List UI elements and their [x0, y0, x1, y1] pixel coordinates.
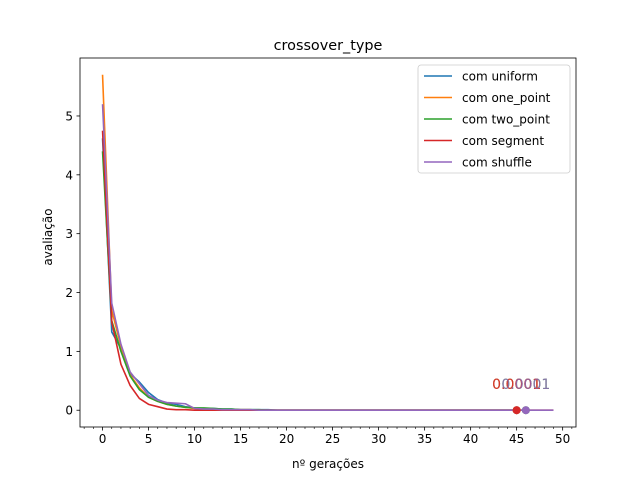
series-line-5	[101, 104, 554, 412]
y-tick-label: 2	[65, 286, 73, 300]
x-tick-label: 45	[509, 432, 524, 446]
y-tick-label: 3	[65, 227, 73, 241]
x-tick-label: 40	[463, 432, 478, 446]
y-tick-label: 5	[65, 109, 73, 123]
end-point-marker-4	[512, 406, 521, 415]
x-tick-label: 15	[233, 432, 248, 446]
legend-label-5: com shuffle	[462, 156, 532, 170]
end-value-label-2: 0.0001	[492, 377, 541, 393]
x-axis-label: nº gerações	[292, 457, 364, 471]
legend-label-2: com one_point	[462, 91, 551, 105]
legend-label-1: com uniform	[462, 70, 538, 84]
legend-box	[417, 64, 571, 174]
x-tick-label: 10	[187, 432, 202, 446]
x-tick-label: 30	[371, 432, 386, 446]
legend-label-3: com two_point	[462, 113, 550, 127]
end-value-label-1: 0.0001	[492, 377, 541, 393]
x-tick-label: 20	[279, 432, 294, 446]
x-tick-label: 0	[99, 432, 107, 446]
y-tick-label: 1	[65, 345, 73, 359]
end-value-label-3: 0.0001	[501, 377, 550, 393]
end-point-marker-5	[521, 406, 530, 415]
x-tick-label: 25	[325, 432, 340, 446]
legend-label-4: com segment	[462, 134, 544, 148]
x-tick-label: 5	[145, 432, 153, 446]
y-axis-label: avaliação	[41, 208, 55, 265]
end-value-label-5: 0.0001	[501, 377, 550, 393]
y-tick-label: 4	[65, 168, 73, 182]
plot-area: 0 5 10 15 20 25 30 35 40 45 500123450.00010.00010.…	[65, 57, 577, 446]
end-value-label-4: 0.0001	[492, 377, 541, 393]
x-tick-label: 50	[555, 432, 570, 446]
y-tick-label: 0	[65, 404, 73, 418]
axes-frame	[79, 57, 577, 428]
chart-title: crossover_type	[274, 38, 383, 54]
x-tick-label: 35	[417, 432, 432, 446]
